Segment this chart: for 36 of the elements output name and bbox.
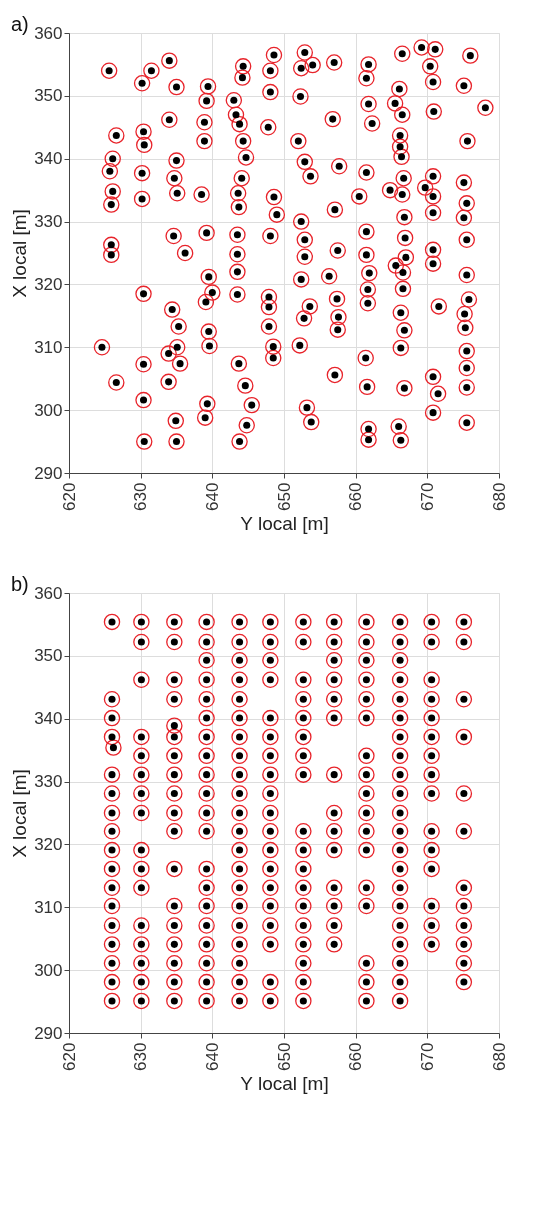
- text: b): [11, 573, 29, 595]
- y-tick-label: 310: [34, 897, 63, 917]
- y-tick-label: 330: [34, 772, 63, 792]
- x-tick-label: 650: [274, 1042, 294, 1071]
- x-tick-label: 620: [59, 482, 79, 511]
- y-tick-label: 350: [34, 646, 63, 666]
- x-tick-label: 640: [202, 482, 222, 511]
- x-tick-label: 620: [59, 1042, 79, 1071]
- y-tick-label: 360: [34, 583, 63, 603]
- y-tick-label: 330: [34, 212, 63, 232]
- x-tick-label: 660: [346, 482, 366, 511]
- x-tick-label: 650: [274, 482, 294, 511]
- x-tick-label: 630: [131, 482, 151, 511]
- x-tick-label: 680: [489, 1042, 509, 1071]
- y-axis-title: X local [m]: [9, 769, 31, 858]
- y-tick-label: 360: [34, 23, 63, 43]
- x-axis-title: Y local [m]: [240, 512, 329, 534]
- y-tick-label: 350: [34, 86, 63, 106]
- y-tick-label: 290: [34, 463, 63, 483]
- x-tick-label: 660: [346, 1042, 366, 1071]
- x-tick-label: 630: [131, 1042, 151, 1071]
- y-tick-label: 300: [34, 960, 63, 980]
- text: a): [11, 13, 29, 35]
- y-tick-label: 300: [34, 400, 63, 420]
- y-axis-title: X local [m]: [9, 209, 31, 298]
- x-tick-label: 640: [202, 1042, 222, 1071]
- x-tick-label: 680: [489, 482, 509, 511]
- y-tick-label: 340: [34, 149, 63, 169]
- y-tick-label: 310: [34, 337, 63, 357]
- y-tick-label: 320: [34, 274, 63, 294]
- y-tick-label: 320: [34, 834, 63, 854]
- x-tick-label: 670: [417, 482, 437, 511]
- x-axis-title: Y local [m]: [240, 1072, 329, 1094]
- x-tick-label: 670: [417, 1042, 437, 1071]
- y-tick-label: 340: [34, 709, 63, 729]
- y-tick-label: 290: [34, 1023, 63, 1043]
